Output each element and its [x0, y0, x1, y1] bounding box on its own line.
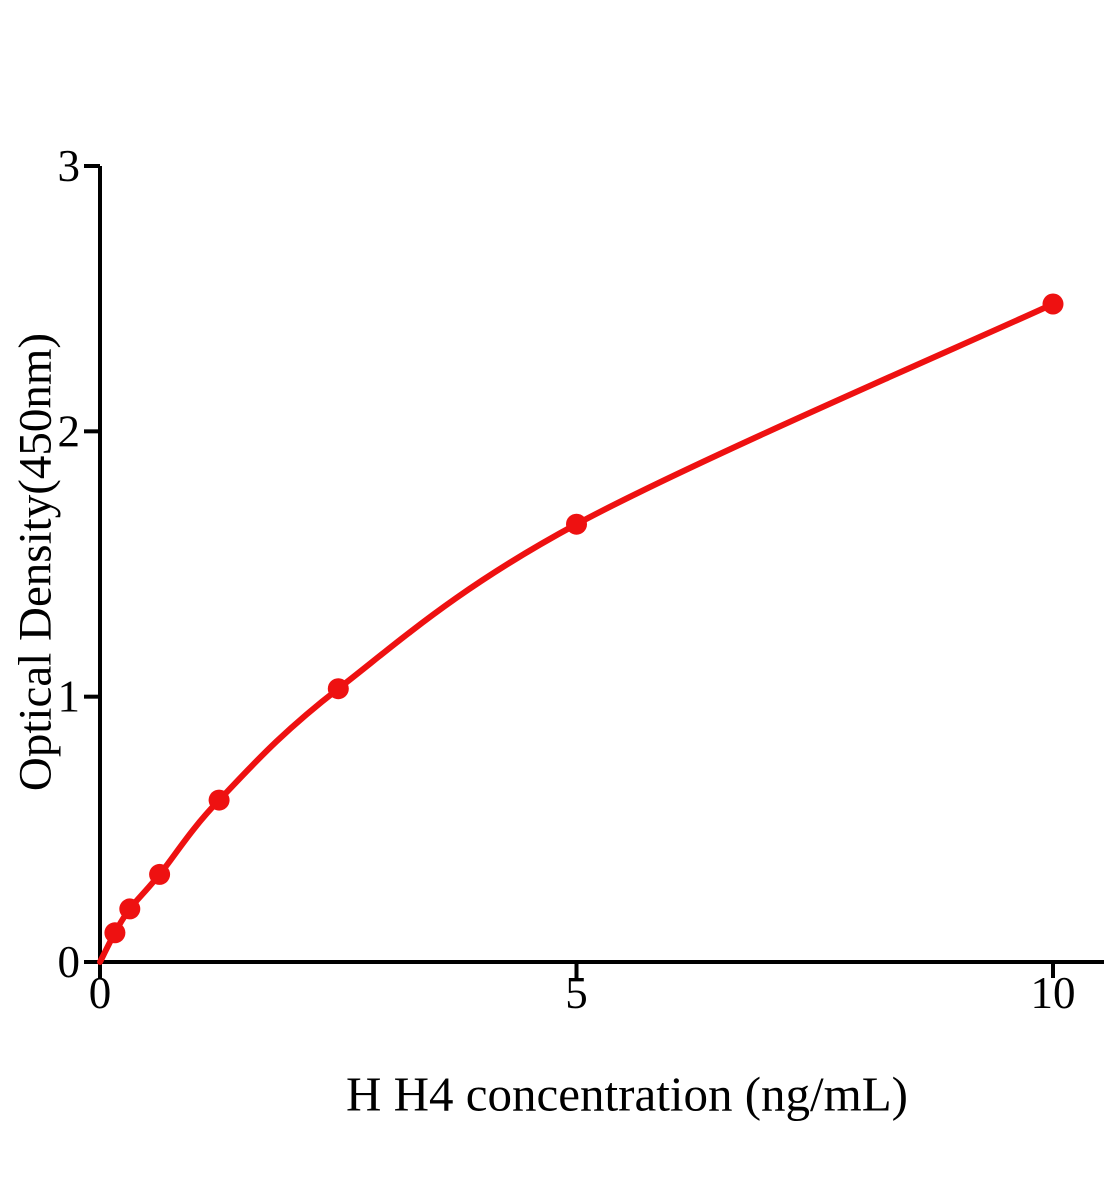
data-point-marker — [327, 678, 349, 700]
x-tick-label: 5 — [565, 968, 588, 1018]
x-axis-title: H H4 concentration (ng/mL) — [346, 1066, 908, 1122]
y-axis-title: Optical Density(450nm) — [9, 332, 62, 792]
x-tick-label: 0 — [89, 968, 112, 1018]
y-tick-label: 2 — [58, 406, 81, 456]
y-tick-label: 1 — [58, 672, 81, 722]
x-tick-label: 10 — [1031, 968, 1076, 1018]
data-point-marker — [566, 513, 587, 535]
y-tick-label: 3 — [58, 141, 81, 191]
data-point-marker — [1042, 293, 1064, 315]
y-tick-label: 0 — [58, 937, 81, 987]
data-point-marker — [104, 922, 126, 944]
data-point-marker — [149, 863, 171, 885]
standard-curve-line — [97, 301, 1056, 965]
data-point-marker — [119, 898, 141, 920]
data-point-marker — [208, 789, 230, 811]
